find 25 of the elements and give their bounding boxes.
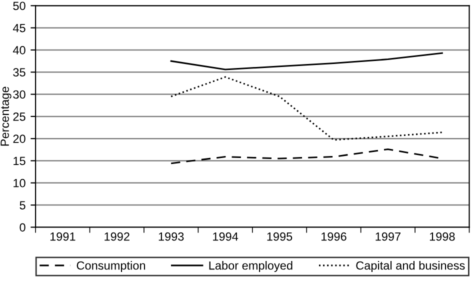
y-axis-title: Percentage xyxy=(0,86,12,146)
y-tick-label: 35 xyxy=(13,68,26,77)
x-tick-label: 1993 xyxy=(158,232,184,241)
y-tick-label: 0 xyxy=(20,223,26,232)
legend-label: Labor employed xyxy=(209,261,292,272)
x-tick-label: 1995 xyxy=(267,232,292,241)
x-tick-label: 1991 xyxy=(50,232,76,241)
legend-label: Consumption xyxy=(76,261,146,272)
y-tick-label: 20 xyxy=(13,134,26,143)
y-tick-label: 30 xyxy=(13,90,26,99)
y-tick-label: 5 xyxy=(20,201,26,210)
y-tick-label: 15 xyxy=(14,156,26,166)
x-tick-label: 1992 xyxy=(104,232,130,241)
legend-label: Capital and business xyxy=(356,261,465,272)
x-tick-label: 1994 xyxy=(213,232,238,241)
y-tick-label: 10 xyxy=(14,178,26,188)
x-tick-label: 1996 xyxy=(321,232,346,241)
y-tick-label: 25 xyxy=(13,112,26,121)
x-tick-label: 1997 xyxy=(376,232,400,241)
line-series xyxy=(170,76,443,141)
x-tick-label: 1998 xyxy=(430,232,455,241)
line-series xyxy=(170,52,443,70)
y-tick-label: 45 xyxy=(12,24,26,32)
y-tick-label: 50 xyxy=(13,2,26,10)
y-tick-label: 40 xyxy=(12,46,26,54)
